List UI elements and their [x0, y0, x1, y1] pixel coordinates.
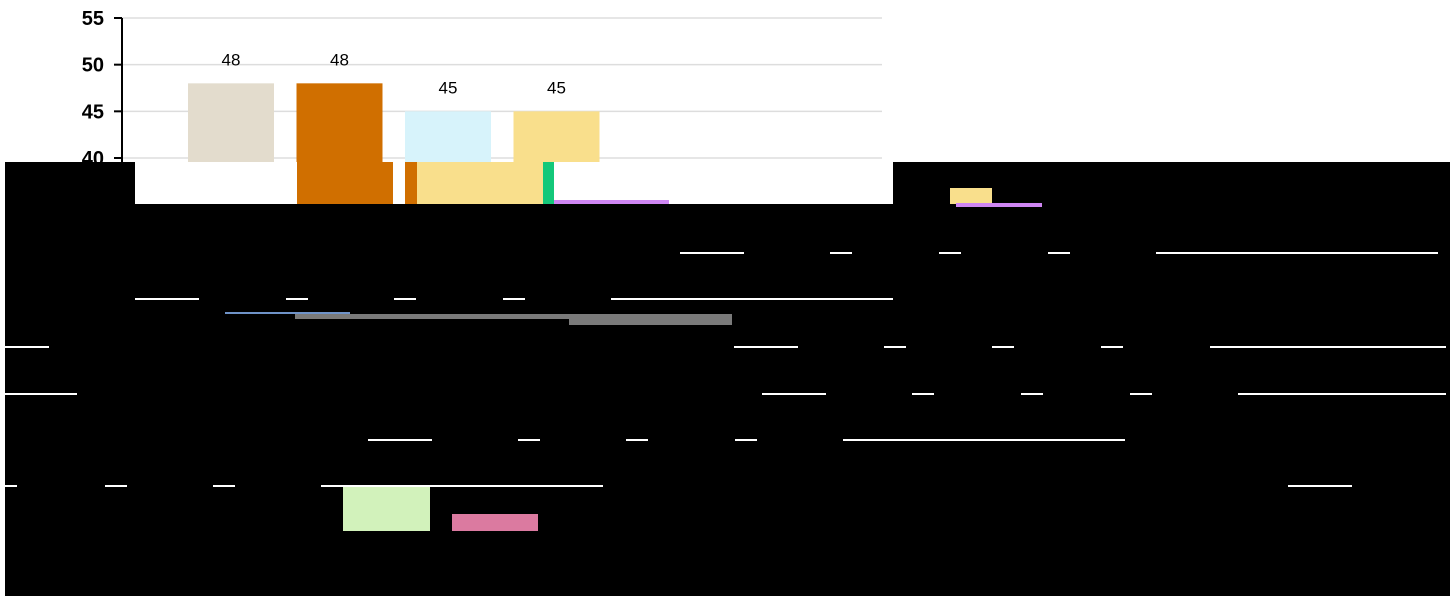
lower-bar: [452, 514, 538, 531]
y-tick-label: 50: [82, 55, 104, 77]
data-label: 48: [330, 50, 349, 69]
bar-fragment: [405, 162, 417, 204]
lower-bar: [343, 487, 430, 531]
y-tick-label: 45: [82, 101, 104, 123]
data-label: 45: [547, 78, 566, 97]
overlay-fragment: [569, 314, 732, 325]
occlusion-overlay: [0, 162, 1450, 596]
data-label: 48: [222, 50, 241, 69]
overlay-fragment: [225, 312, 350, 314]
bar-fragment: [297, 162, 393, 204]
data-label: 45: [439, 78, 458, 97]
bar-fragment: [950, 188, 992, 204]
bar-fragment: [554, 200, 669, 204]
bar-fragment: [956, 203, 1042, 207]
overlay-fragment: [295, 314, 570, 319]
y-tick-label: 55: [82, 8, 104, 30]
bar-fragment: [543, 162, 554, 204]
mask-left-edge: [0, 162, 5, 596]
data-labels: 48 48 45 45: [222, 50, 566, 97]
bar-fragment: [417, 162, 543, 204]
mask-main: [5, 162, 1450, 596]
